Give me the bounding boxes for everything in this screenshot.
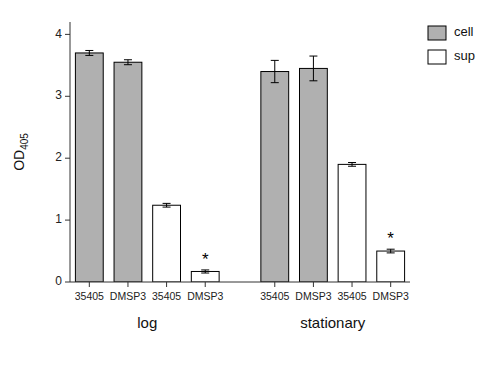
- legend-swatch: [428, 50, 446, 64]
- y-axis: [70, 22, 71, 282]
- x-tick: [127, 282, 128, 287]
- bar: [75, 53, 103, 282]
- x-axis: [70, 282, 410, 283]
- error-cap: [271, 82, 279, 83]
- error-line: [89, 50, 90, 55]
- legend-label: sup: [454, 48, 475, 63]
- y-label: OD405: [11, 133, 30, 171]
- y-label-subscript: 405: [19, 133, 30, 150]
- y-tick-label: 1: [55, 212, 62, 226]
- error-cap: [348, 162, 356, 163]
- error-cap: [387, 252, 395, 253]
- x-tick-label: DMSP3: [295, 290, 331, 302]
- error-cap: [163, 203, 171, 204]
- x-tick: [274, 282, 275, 287]
- error-cap: [85, 55, 93, 56]
- y-label-main: OD: [11, 150, 27, 171]
- bar: [153, 205, 181, 282]
- annotation: *: [387, 229, 394, 248]
- error-cap: [85, 50, 93, 51]
- error-cap: [124, 64, 132, 65]
- legend: cell sup: [428, 24, 475, 64]
- y-tick-label: 4: [55, 27, 62, 41]
- y-tick-label: 0: [55, 274, 62, 288]
- bar: [377, 251, 405, 282]
- error-line: [127, 60, 128, 65]
- x-tick-label: 35405: [75, 290, 104, 302]
- error-cap: [387, 249, 395, 250]
- error-line: [352, 163, 353, 167]
- error-cap: [309, 56, 317, 57]
- y-tick-label: 3: [55, 88, 62, 102]
- error-cap: [124, 59, 132, 60]
- error-cap: [163, 207, 171, 208]
- x-tick-label: DMSP3: [187, 290, 223, 302]
- y-tick: [65, 282, 70, 283]
- error-bar: [309, 56, 317, 81]
- bar: [261, 72, 289, 282]
- error-line: [390, 249, 391, 253]
- legend-swatch: [428, 26, 446, 40]
- annotation: *: [202, 250, 209, 269]
- x-tick-label: 35405: [152, 290, 181, 302]
- error-cap: [348, 166, 356, 167]
- x-tick: [205, 282, 206, 287]
- error-line: [274, 60, 275, 82]
- error-bar: [271, 60, 279, 82]
- error-bar: [387, 249, 395, 253]
- x-tick: [166, 282, 167, 287]
- bar: [191, 271, 219, 282]
- bar: [114, 62, 142, 282]
- y-tick: [65, 158, 70, 159]
- x-tick-label: 35405: [337, 290, 366, 302]
- x-tick-label: 35405: [260, 290, 289, 302]
- error-bar: [85, 50, 93, 55]
- legend-label: cell: [454, 24, 474, 39]
- y-tick: [65, 220, 70, 221]
- group-label: log: [137, 314, 157, 331]
- x-tick-label: DMSP3: [373, 290, 409, 302]
- error-cap: [201, 269, 209, 270]
- y-tick-label: 2: [55, 150, 62, 164]
- error-cap: [309, 80, 317, 81]
- bars: [75, 50, 404, 282]
- error-bar: [124, 60, 132, 65]
- y-tick: [65, 96, 70, 97]
- bar: [300, 68, 328, 282]
- error-bar: [201, 270, 209, 273]
- error-line: [313, 56, 314, 81]
- error-cap: [271, 60, 279, 61]
- x-tick: [390, 282, 391, 287]
- x-tick: [313, 282, 314, 287]
- error-cap: [201, 273, 209, 274]
- y-tick: [65, 34, 70, 35]
- group-label: stationary: [300, 314, 366, 331]
- error-line: [166, 203, 167, 207]
- error-bar: [163, 203, 171, 207]
- error-bar: [348, 163, 356, 167]
- x-tick: [352, 282, 353, 287]
- x-tick: [89, 282, 90, 287]
- x-tick-label: DMSP3: [110, 290, 146, 302]
- bar: [338, 164, 366, 282]
